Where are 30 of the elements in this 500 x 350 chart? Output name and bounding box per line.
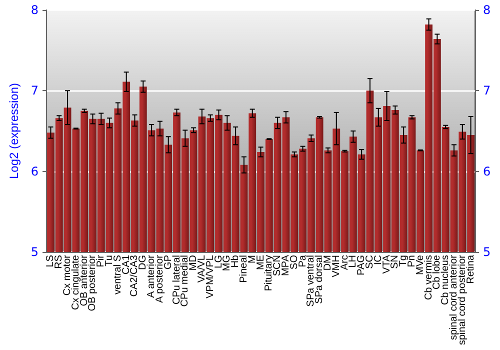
- y-tick-label: 5: [30, 245, 39, 259]
- x-tick-label: RS: [54, 254, 65, 269]
- x-tick-label: GP: [162, 254, 174, 270]
- y2-tick-label: 6: [483, 164, 491, 178]
- x-tick-label: M: [246, 255, 258, 264]
- x-tick-label: A posterior: [154, 254, 166, 303]
- x-tick-label: VPM/VPL: [204, 254, 216, 298]
- y2-tick-label: 5: [483, 245, 491, 259]
- y-axis-title: Log2 (expression): [7, 82, 21, 180]
- x-tick-label: MVe: [414, 254, 426, 276]
- x-tick-label: spinal cord posterior: [456, 254, 468, 346]
- x-tick-label: VMH: [330, 255, 342, 278]
- y2-tick-label: 8: [483, 3, 491, 17]
- x-tick-label: OB posterior: [87, 254, 98, 312]
- x-tick-label: IC: [372, 255, 384, 265]
- x-tick-label: SO: [288, 254, 300, 270]
- x-tick-label: Pineal: [238, 255, 250, 283]
- x-tick-label: Pituitary: [264, 255, 275, 292]
- x-tick-label: DM: [322, 255, 334, 271]
- x-tick-label: Retina: [465, 254, 476, 284]
- y-tick-label: 8: [30, 3, 39, 17]
- y-tick-label: 6: [30, 164, 39, 178]
- x-tick-label: MPA: [280, 254, 292, 276]
- x-tick-label: ME: [255, 254, 266, 270]
- y2-tick-label: 7: [483, 84, 491, 98]
- x-tick-label: Cx cingulate: [70, 254, 82, 310]
- x-tick-label: SC: [364, 255, 376, 269]
- x-tick-label: ventral S: [112, 254, 124, 294]
- y-tick-label: 7: [30, 84, 39, 98]
- x-tick-label: spinal cord anterior: [448, 254, 460, 340]
